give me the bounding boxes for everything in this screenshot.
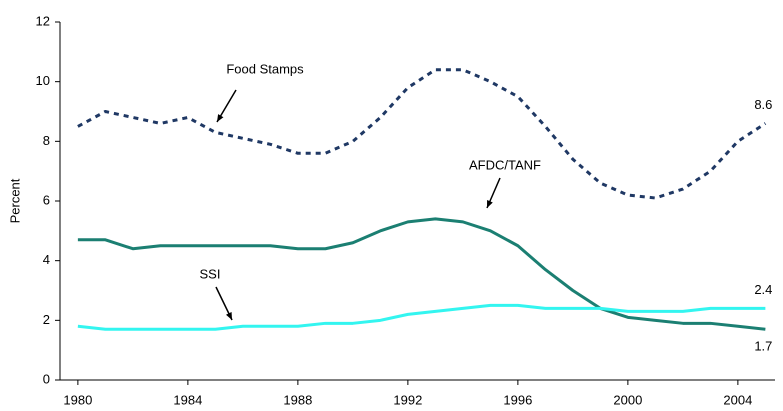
annotation-arrowhead xyxy=(225,312,232,320)
end-value-label: 8.6 xyxy=(754,97,772,112)
x-tick-label: 2004 xyxy=(723,392,752,407)
series-annotation: SSI xyxy=(200,266,221,281)
series-line xyxy=(77,303,766,331)
y-axis-label: Percent xyxy=(7,178,22,223)
annotation-arrowhead xyxy=(217,114,224,122)
y-tick-label: 4 xyxy=(43,252,50,267)
series-line xyxy=(77,68,767,200)
y-tick-label: 0 xyxy=(43,371,50,386)
y-tick-label: 8 xyxy=(43,133,50,148)
y-tick-label: 2 xyxy=(43,312,50,327)
end-value-label: 2.4 xyxy=(754,282,772,297)
series-line xyxy=(77,217,766,331)
x-tick-label: 1988 xyxy=(283,392,312,407)
y-tick-label: 6 xyxy=(43,192,50,207)
x-tick-label: 1980 xyxy=(63,392,92,407)
x-tick-label: 1984 xyxy=(173,392,202,407)
x-tick-label: 1992 xyxy=(393,392,422,407)
end-value-label: 1.7 xyxy=(754,339,772,354)
x-tick-label: 1996 xyxy=(503,392,532,407)
series-annotation: AFDC/TANF xyxy=(469,157,541,172)
annotation-arrowhead xyxy=(487,200,493,208)
y-tick-label: 12 xyxy=(36,13,50,28)
x-tick-label: 2000 xyxy=(613,392,642,407)
y-tick-label: 10 xyxy=(36,73,50,88)
series-annotation: Food Stamps xyxy=(226,61,304,76)
